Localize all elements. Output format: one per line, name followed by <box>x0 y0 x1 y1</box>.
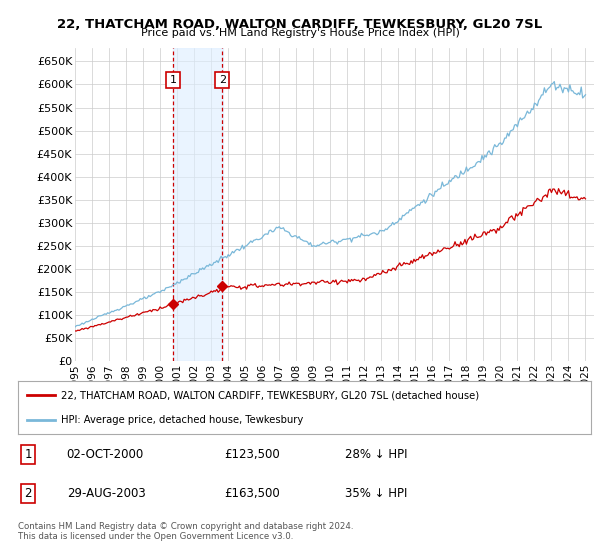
Text: 28% ↓ HPI: 28% ↓ HPI <box>344 448 407 461</box>
Text: 2: 2 <box>25 487 32 500</box>
Text: 1: 1 <box>25 448 32 461</box>
Text: 35% ↓ HPI: 35% ↓ HPI <box>344 487 407 500</box>
Text: Contains HM Land Registry data © Crown copyright and database right 2024.
This d: Contains HM Land Registry data © Crown c… <box>18 522 353 542</box>
Text: 2: 2 <box>219 75 226 85</box>
Text: 29-AUG-2003: 29-AUG-2003 <box>67 487 145 500</box>
Text: £123,500: £123,500 <box>224 448 280 461</box>
Text: HPI: Average price, detached house, Tewkesbury: HPI: Average price, detached house, Tewk… <box>61 414 303 424</box>
Text: £163,500: £163,500 <box>224 487 280 500</box>
Text: 1: 1 <box>169 75 176 85</box>
Text: 22, THATCHAM ROAD, WALTON CARDIFF, TEWKESBURY, GL20 7SL (detached house): 22, THATCHAM ROAD, WALTON CARDIFF, TEWKE… <box>61 390 479 400</box>
Text: Price paid vs. HM Land Registry's House Price Index (HPI): Price paid vs. HM Land Registry's House … <box>140 28 460 38</box>
Text: 22, THATCHAM ROAD, WALTON CARDIFF, TEWKESBURY, GL20 7SL: 22, THATCHAM ROAD, WALTON CARDIFF, TEWKE… <box>58 18 542 31</box>
Text: 02-OCT-2000: 02-OCT-2000 <box>67 448 144 461</box>
Bar <box>173 48 223 361</box>
